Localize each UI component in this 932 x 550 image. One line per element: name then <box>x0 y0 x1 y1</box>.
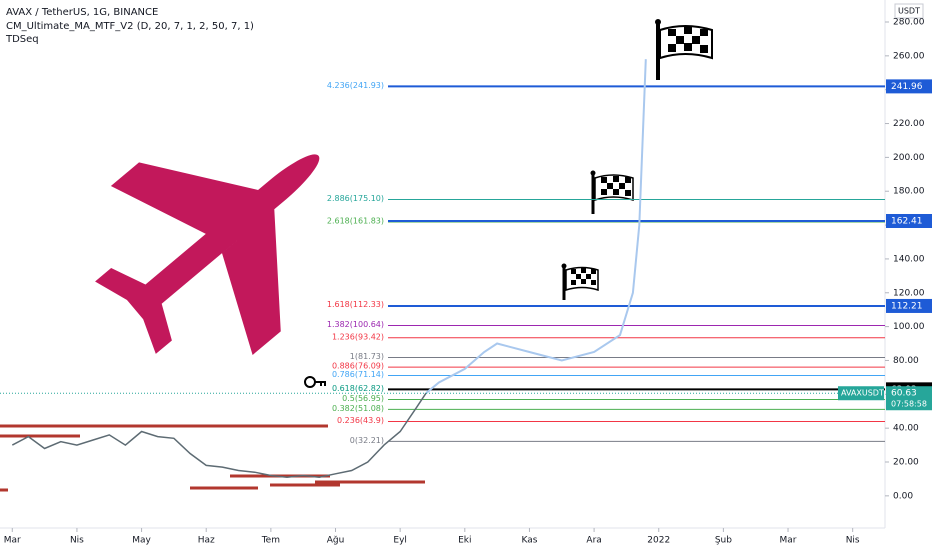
flag-icon <box>655 19 713 80</box>
price-tag <box>886 298 932 313</box>
indicator-label: TDSeq <box>5 34 39 45</box>
x-tick-label: Ağu <box>327 536 345 546</box>
last-price-label: 60.63 <box>891 389 917 399</box>
fib-label: 1.618(112.33) <box>327 300 384 309</box>
flag-icon <box>561 263 599 300</box>
y-tick-label: 100.00 <box>893 322 925 332</box>
x-tick-label: Ara <box>586 536 601 546</box>
price-tag <box>886 79 932 94</box>
currency-label: USDT <box>898 7 920 16</box>
price-tag <box>886 213 932 228</box>
y-tick-label: 200.00 <box>893 153 925 163</box>
y-tick-label: 40.00 <box>893 424 919 434</box>
y-tick-label: 260.00 <box>893 51 925 61</box>
fib-label: 0.786(71.14) <box>332 370 384 379</box>
fib-label: 1.382(100.64) <box>327 320 384 329</box>
fib-label: 2.886(175.10) <box>327 194 384 203</box>
x-tick-label: Kas <box>521 536 537 546</box>
x-tick-label: Şub <box>715 536 732 546</box>
x-tick-label: Nis <box>846 536 860 546</box>
fib-label: 0.5(56.95) <box>342 394 384 403</box>
countdown-label: 07:58:58 <box>891 400 927 409</box>
price-tag-label: 241.96 <box>891 82 923 92</box>
y-tick-label: 0.00 <box>893 491 913 501</box>
fib-label: 0.236(43.9) <box>337 416 384 425</box>
airplane-icon <box>95 154 320 355</box>
currency-box <box>894 3 924 19</box>
last-price-tag <box>886 386 932 411</box>
x-tick-label: Haz <box>198 536 215 546</box>
symbol-tag-label: AVAXUSDT <box>841 389 884 398</box>
chart-title: AVAX / TetherUS, 1G, BINANCE <box>6 7 158 18</box>
x-tick-label: May <box>132 536 151 546</box>
symbol-tag <box>838 386 884 401</box>
fib-label: 0.886(76.09) <box>332 362 384 371</box>
price-line-series <box>11 392 427 478</box>
fib-label: 1(81.73) <box>350 352 384 361</box>
price-line-series <box>425 59 647 394</box>
indicator-label: CM_Ultimate_MA_MTF_V2 (D, 20, 7, 1, 2, 5… <box>6 21 254 32</box>
x-tick-label: Mar <box>780 536 797 546</box>
y-tick-label: 220.00 <box>893 119 925 129</box>
key-icon <box>304 376 326 388</box>
fib-label: 0.618(62.82) <box>332 384 384 393</box>
y-tick-label: 280.00 <box>893 18 925 28</box>
x-tick-label: Tem <box>261 536 280 546</box>
x-tick-label: Nis <box>70 536 84 546</box>
x-tick-label: Eki <box>458 536 471 546</box>
fib-label: 4.236(241.93) <box>327 81 384 90</box>
y-tick-label: 80.00 <box>893 356 919 366</box>
y-tick-label: 120.00 <box>893 288 925 298</box>
y-tick-label: 180.00 <box>893 187 925 197</box>
flag-icon <box>590 170 634 214</box>
x-tick-label: Mar <box>4 536 21 546</box>
y-tick-label: 140.00 <box>893 254 925 264</box>
x-tick-label: 2022 <box>647 536 670 546</box>
price-tag-label: 162.41 <box>891 216 923 226</box>
x-tick-label: Eyl <box>393 536 407 546</box>
plot-layer: 0.0020.0040.0060.0080.00100.00120.00140.… <box>0 18 932 546</box>
fib-label: 0(32.21) <box>350 436 384 445</box>
price-tag-label: 112.21 <box>891 301 923 311</box>
y-tick-label: 20.00 <box>893 458 919 468</box>
fib-label: 1.236(93.42) <box>332 332 384 341</box>
fib-label: 0.382(51.08) <box>332 404 384 413</box>
fib-label: 2.618(161.83) <box>327 216 384 225</box>
